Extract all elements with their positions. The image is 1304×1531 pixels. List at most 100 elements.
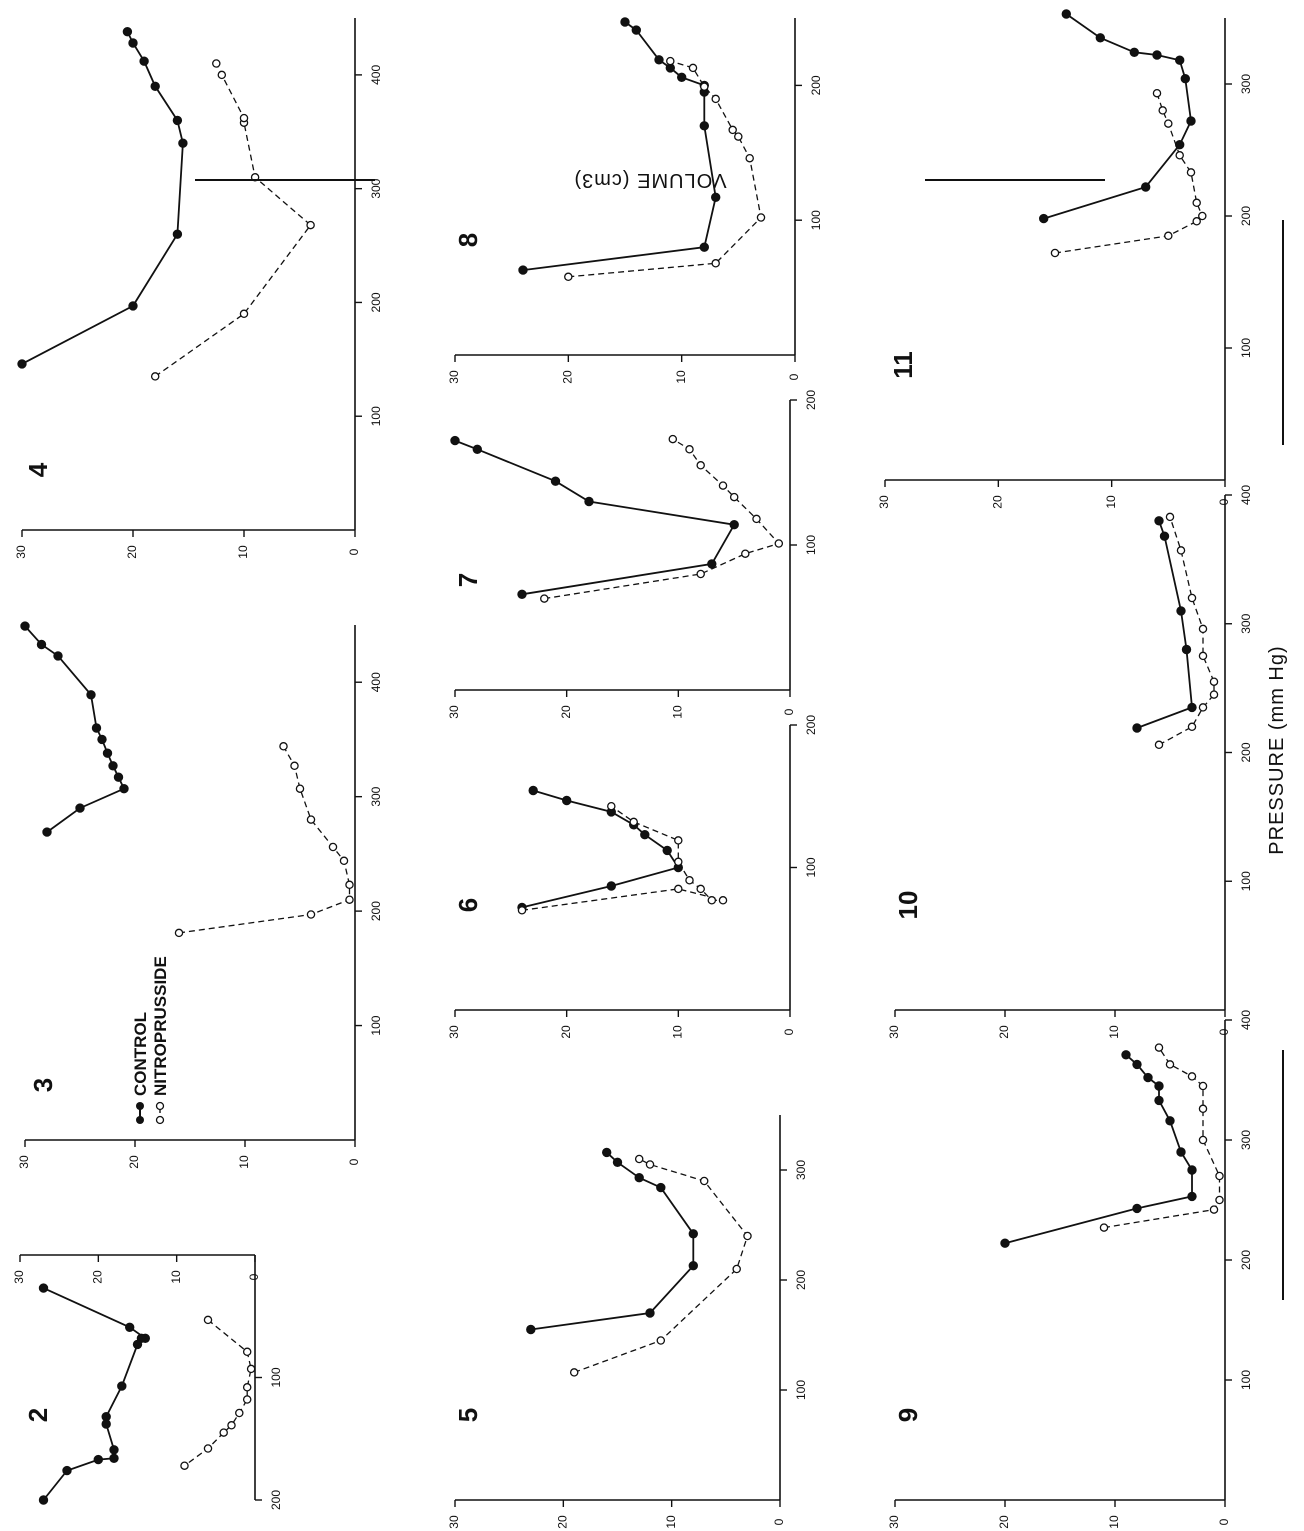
volume-tick-label: 200 [804, 390, 818, 410]
nitroprusside-point [1198, 211, 1207, 221]
control-line [42, 1287, 149, 1501]
nitroprusside-point [235, 1408, 244, 1418]
control-point [36, 639, 47, 650]
control-point [517, 589, 527, 599]
nitroprusside-point [745, 153, 754, 163]
legend-control-marker-end [136, 1102, 144, 1110]
panel-4: 0 10 20 30 100 200 300 400 4 [14, 18, 383, 559]
control-point [75, 803, 85, 813]
control-point [711, 192, 721, 203]
pressure-tick-label: 30 [14, 545, 28, 559]
pressure-tick-label: 30 [877, 495, 891, 509]
control-line [1043, 13, 1192, 220]
nitroprusside-point [707, 896, 717, 905]
nitroprusside-point [1198, 624, 1208, 634]
volume-tick-label: 200 [1239, 1250, 1253, 1270]
volume-tick-label: 200 [369, 292, 383, 312]
nitroprusside-point [741, 549, 750, 558]
nitroprusside-point [1165, 512, 1175, 522]
volume-tick-label: 400 [1239, 485, 1253, 505]
nitroprusside-point [150, 372, 160, 381]
control-line [21, 31, 184, 365]
pressure-tick-label: 0 [782, 708, 796, 715]
control-point [178, 138, 188, 148]
panel-number: 9 [893, 1408, 923, 1422]
pressure-tick-label: 20 [991, 495, 1005, 509]
nitroprusside-point [774, 539, 784, 548]
control-point [662, 845, 672, 856]
control-line [530, 1151, 695, 1331]
panel-5: 0 10 20 30 100 200 300 5 [447, 1115, 808, 1529]
control-point [53, 651, 63, 661]
nitroprusside-point [752, 514, 761, 524]
nitroprusside-line [568, 60, 762, 278]
pressure-tick-label: 20 [127, 1155, 141, 1169]
nitroprusside-point [668, 434, 678, 444]
volume-tick-label: 100 [1239, 1370, 1253, 1390]
volume-tick-label: 200 [1239, 206, 1253, 226]
pressure-tick-label: 20 [125, 545, 139, 559]
control-point [38, 1283, 49, 1293]
nitroprusside-point [1215, 1171, 1224, 1181]
pressure-tick-label: 10 [1107, 1025, 1121, 1039]
control-point [1165, 1116, 1175, 1126]
control-line [454, 439, 736, 596]
nitroprusside-point [1158, 106, 1167, 115]
x-axis-title: VOLUME (cm3) [573, 169, 726, 191]
x-axis-title-group: VOLUME (cm3) [195, 169, 1105, 191]
volume-tick-label: 200 [269, 1490, 283, 1510]
control-point [528, 785, 538, 796]
nitroprusside-point [1215, 1195, 1224, 1205]
nitroprusside-point [246, 1364, 256, 1374]
panel-8: 0 10 20 30 100 200 8 [447, 17, 823, 384]
control-point [1129, 47, 1140, 57]
pressure-tick-label: 20 [556, 1515, 570, 1529]
control-line [522, 21, 717, 271]
nitroprusside-point [607, 801, 616, 811]
control-point [132, 1339, 143, 1350]
nitroprusside-point [339, 856, 349, 866]
volume-tick-label: 200 [809, 75, 823, 95]
control-point [550, 476, 561, 486]
nitroprusside-point [718, 481, 728, 490]
nitroprusside-point [540, 594, 549, 603]
control-line [1004, 1054, 1193, 1245]
nitroprusside-point [729, 492, 739, 502]
nitroprusside-point [645, 1160, 655, 1169]
control-point [1181, 644, 1192, 655]
volume-tick-label: 100 [794, 1380, 808, 1400]
control-point [699, 242, 709, 252]
nitroprusside-point [666, 56, 675, 66]
control-point [631, 25, 641, 35]
control-point [125, 1322, 135, 1333]
control-point [1132, 1059, 1142, 1070]
nitroprusside-point [1198, 703, 1208, 712]
nitroprusside-point [1198, 651, 1208, 661]
control-point [1154, 516, 1164, 526]
pressure-tick-label: 30 [887, 1515, 901, 1529]
control-point [518, 265, 528, 275]
nitroprusside-point [1198, 1104, 1208, 1114]
control-point [688, 1229, 698, 1239]
nitroprusside-point [345, 880, 354, 890]
nitroprusside-point [1192, 217, 1201, 226]
control-point [654, 55, 664, 65]
nitroprusside-point [1187, 1072, 1197, 1081]
volume-tick-label: 200 [1239, 742, 1253, 762]
control-point [17, 359, 27, 369]
nitroprusside-point [743, 1231, 752, 1241]
nitroprusside-point [674, 884, 683, 894]
pressure-tick-label: 10 [664, 1515, 678, 1529]
pressure-tick-label: 0 [772, 1518, 786, 1525]
nitroprusside-point [1209, 677, 1219, 686]
control-point [640, 830, 650, 840]
nitroprusside-point [1154, 740, 1164, 750]
panel-number: 6 [453, 898, 483, 912]
y-axis-title-group: PRESSURE (mm Hg) [1266, 220, 1288, 1300]
control-line [521, 789, 680, 909]
volume-tick-label: 200 [369, 901, 383, 921]
volume-tick-label: 300 [1239, 613, 1253, 633]
pressure-tick-label: 10 [169, 1270, 183, 1284]
nitroprusside-point [290, 761, 299, 771]
control-point [113, 772, 124, 782]
